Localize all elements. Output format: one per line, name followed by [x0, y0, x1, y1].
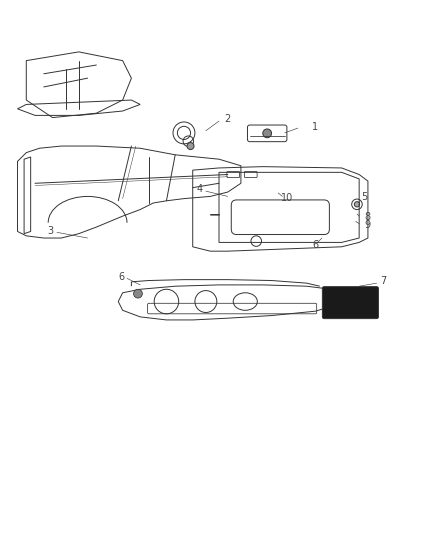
Text: 2: 2: [225, 115, 231, 124]
Circle shape: [187, 142, 194, 150]
Circle shape: [263, 129, 272, 138]
Text: 1: 1: [312, 122, 318, 132]
Text: 5: 5: [361, 192, 367, 202]
Circle shape: [134, 289, 142, 298]
Text: 7: 7: [380, 276, 386, 286]
Text: 3: 3: [47, 225, 53, 236]
Text: 9: 9: [365, 220, 371, 230]
Text: 10: 10: [281, 193, 293, 203]
Text: 6: 6: [312, 240, 318, 249]
FancyBboxPatch shape: [322, 287, 378, 319]
Text: 4: 4: [196, 184, 202, 195]
Text: 6: 6: [118, 272, 124, 281]
Circle shape: [354, 201, 360, 207]
Text: 8: 8: [365, 213, 371, 222]
